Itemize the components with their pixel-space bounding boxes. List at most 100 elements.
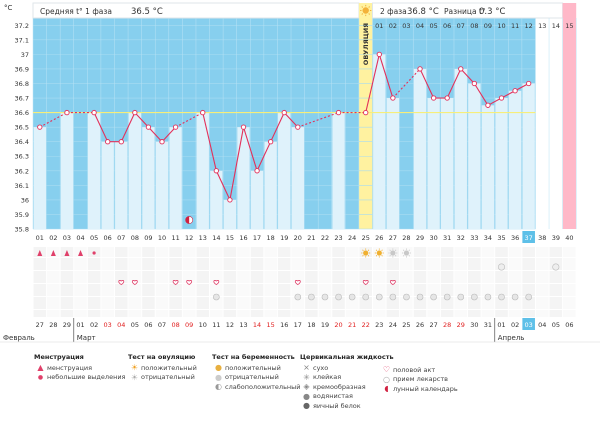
temp-line-segment [39, 112, 68, 128]
marker-cell [223, 247, 237, 257]
legend-title: Менструация [34, 353, 84, 361]
marker-cell [305, 284, 318, 296]
marker-cell [522, 310, 535, 317]
y-tick-label: 36.2 [15, 167, 29, 175]
date-label: 09 [185, 321, 193, 329]
marker-cell [47, 297, 60, 309]
temp-bar [373, 54, 386, 230]
date-label: 18 [307, 321, 315, 329]
marker-cell [291, 310, 305, 317]
phase2-day-label: 07 [457, 22, 465, 30]
marker-cell [345, 297, 359, 309]
temp-line-segment [283, 112, 299, 128]
legend-item: яичный белок [313, 401, 361, 410]
temp-point [281, 109, 287, 116]
temp-point [37, 124, 43, 130]
marker-cell [318, 271, 332, 283]
marker-cell [359, 271, 372, 283]
heart-icon [389, 280, 396, 286]
cycle-day-label: 19 [280, 234, 288, 242]
pill-icon [348, 293, 356, 301]
marker-cell [155, 310, 169, 317]
y-tick-label: 36.6 [15, 109, 29, 117]
temp-line-segment [148, 126, 163, 143]
temp-point [471, 80, 477, 87]
temp-bar [237, 127, 250, 229]
temp-bar [142, 127, 155, 229]
phase2-day-label: 13 [538, 22, 546, 30]
temp-point [295, 124, 301, 130]
date-label: 11 [212, 321, 220, 329]
marker-cell [87, 271, 101, 283]
marker-cell [332, 258, 345, 270]
cycle-day-label: 15 [226, 234, 234, 242]
marker-cell [508, 310, 522, 317]
sun-ray [402, 249, 405, 251]
phase2-day-label: 02 [389, 22, 397, 30]
marker-cell [223, 258, 237, 270]
marker-cell [386, 284, 400, 296]
temp-line-segment [365, 54, 380, 113]
sun-core [376, 250, 382, 256]
cycle-day-label: 02 [49, 234, 57, 242]
marker-cell [87, 297, 101, 309]
marker-cell [223, 284, 237, 296]
marker-cell [563, 297, 576, 309]
temp-point [227, 197, 233, 203]
sun-ray [362, 249, 364, 251]
marker-cell [196, 297, 210, 309]
cycle-day-label: 10 [158, 234, 166, 242]
phase2-day-label: 01 [375, 22, 383, 30]
marker-cell [440, 271, 454, 283]
marker-cell [495, 247, 508, 257]
marker-cell [250, 284, 264, 296]
phase2-day-label: 09 [484, 22, 492, 30]
marker-cell [481, 284, 495, 296]
marker-cell [101, 297, 114, 309]
cycle-day-label: 29 [416, 234, 424, 242]
marker-cell [318, 310, 332, 317]
phase2-label: 2 фаза [380, 7, 407, 16]
marker-cell [400, 271, 413, 283]
temp-bar [291, 127, 304, 229]
marker-cell [291, 258, 305, 270]
marker-cell [440, 310, 454, 317]
marker-cell [345, 284, 359, 296]
pill-icon [375, 293, 383, 301]
date-label: 28 [49, 321, 57, 329]
y-tick-label: 37.2 [15, 22, 29, 30]
marker-cell [345, 258, 359, 270]
cycle-day-label: 36 [511, 234, 519, 242]
pill-icon [471, 293, 478, 301]
today-date-marker [522, 318, 535, 330]
marker-cell [142, 297, 155, 309]
ovulation-label: ОВУЛЯЦИЯ [362, 23, 370, 65]
legend-title: Тест на беременность [212, 353, 295, 361]
temp-bar [128, 112, 142, 229]
sun-ray [394, 249, 397, 251]
phase2-day-label: 12 [525, 22, 533, 30]
marker-cell [210, 271, 223, 283]
legend-item: положительный [225, 363, 281, 372]
month-label: Апрель [498, 334, 525, 342]
marker-cell [74, 310, 87, 317]
heart-icon: ♡ [382, 365, 391, 375]
sun-core [403, 250, 410, 256]
temp-point [485, 102, 491, 108]
pill-icon [213, 293, 220, 301]
marker-cell [60, 310, 74, 317]
marker-cell [250, 310, 264, 317]
temp-bar [210, 170, 223, 229]
marker-cell [440, 284, 454, 296]
marker-cell [210, 247, 223, 257]
marker-cell [305, 297, 318, 309]
marker-cell [291, 271, 305, 283]
marker-cell [87, 284, 101, 296]
cycle-day-label: 22 [321, 234, 329, 242]
cycle-day-label: 01 [36, 234, 44, 242]
marker-cell [373, 297, 386, 309]
marker-cell [182, 284, 196, 296]
marker-cell [196, 284, 210, 296]
cycle-day-label: 24 [348, 234, 356, 242]
temp-point [200, 109, 206, 116]
